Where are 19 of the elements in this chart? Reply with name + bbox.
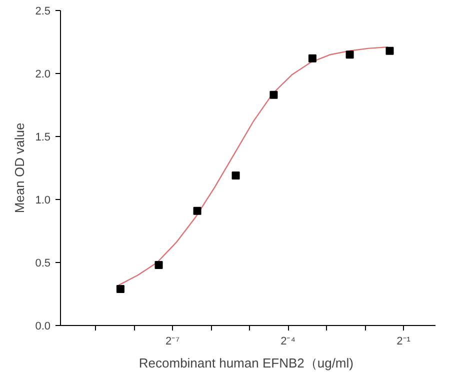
point xyxy=(232,172,240,180)
x-tick-label: 2⁻⁴ xyxy=(280,336,296,348)
point xyxy=(193,206,202,215)
y-tick-label: 1.0 xyxy=(35,194,51,206)
y-tick-label: 0.5 xyxy=(35,258,51,270)
x-axis-title: Recombinant human EFNB2（ug/ml) xyxy=(138,356,354,370)
point xyxy=(270,90,278,99)
x-tick-label: 2⁻¹ xyxy=(396,336,411,348)
point xyxy=(154,261,163,270)
y-axis-title: Mean OD value xyxy=(12,122,28,214)
x-tick-label: 2⁻⁷ xyxy=(165,336,180,348)
y-tick-label: 1.5 xyxy=(35,132,51,144)
point xyxy=(116,284,124,293)
point xyxy=(308,54,316,62)
point xyxy=(386,46,394,55)
y-tick-label: 2.5 xyxy=(35,6,51,18)
y-tick-label: 2.0 xyxy=(35,68,51,80)
point xyxy=(346,50,354,59)
y-tick-label: 0.0 xyxy=(35,320,51,332)
